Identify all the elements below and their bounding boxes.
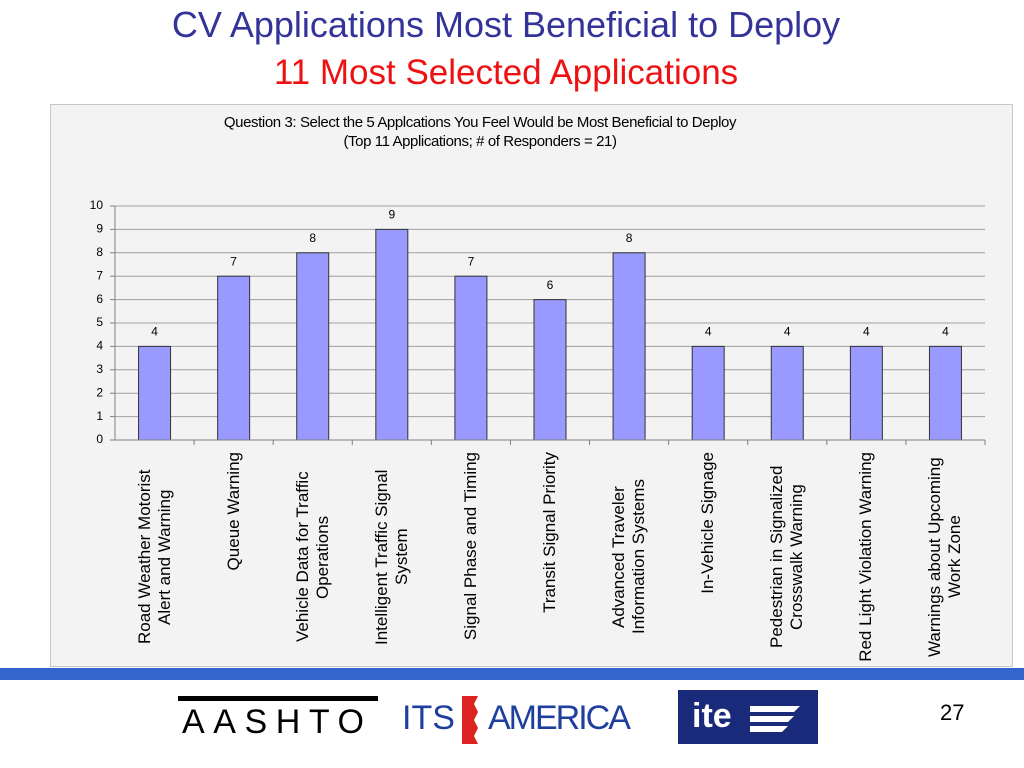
x-tick-label: Signal Phase and Timing — [460, 452, 480, 641]
aashto-logo: AASHTO — [182, 703, 370, 741]
data-label: 4 — [784, 325, 791, 339]
ite-logo: ite — [692, 697, 732, 735]
y-tick-label: 2 — [96, 385, 103, 399]
ite-stripes — [750, 706, 800, 732]
logos: AASHTO ITS AMERICA ite — [178, 690, 818, 744]
bar — [533, 299, 567, 441]
y-tick-label: 1 — [96, 409, 103, 423]
bar — [138, 345, 172, 441]
data-label: 7 — [230, 254, 237, 268]
bar — [612, 252, 646, 441]
y-tick-label: 10 — [90, 198, 104, 212]
y-tick-label: 3 — [96, 362, 103, 376]
ite-box — [678, 690, 818, 744]
america-logo: AMERICA — [488, 699, 631, 737]
data-label: 4 — [863, 325, 870, 339]
bar — [928, 345, 962, 441]
y-tick-label: 9 — [96, 222, 103, 236]
bar — [849, 345, 883, 441]
x-tick-label: Intelligent Traffic Signal System — [371, 469, 411, 645]
chart-title: Question 3: Select the 5 Applcations You… — [223, 114, 737, 131]
data-label: 8 — [626, 231, 633, 245]
aashto-bar — [178, 696, 378, 701]
x-tick-label: Pedestrian in Signalized Crosswalk Warni… — [767, 465, 807, 649]
slide-subtitle: 11 Most Selected Applications — [273, 53, 739, 92]
y-tick-label: 7 — [96, 268, 103, 282]
data-label: 4 — [151, 325, 158, 339]
x-tick-label: Red Light Violation Warning — [856, 452, 876, 662]
bar — [217, 275, 251, 441]
data-label: 9 — [388, 208, 395, 222]
y-tick-label: 8 — [96, 245, 103, 259]
y-tick-label: 5 — [96, 315, 103, 329]
data-label: 4 — [705, 325, 712, 339]
data-label: 6 — [547, 278, 554, 292]
its-logo: ITS — [402, 699, 455, 737]
flag-icon — [462, 696, 478, 744]
chart: 0 1 2 3 4 5 6 7 8 9 10 4 7 8 9 7 6 8 4 4 4 4 — [90, 198, 986, 446]
footer-band — [0, 668, 1024, 680]
bar — [454, 275, 488, 441]
x-tick-label: Queue Warning — [223, 452, 243, 571]
bar — [691, 345, 725, 441]
x-tick-label: Warnings about Upcoming Work Zone — [925, 457, 965, 657]
data-label: 7 — [468, 254, 475, 268]
x-tick-label: Vehicle Data for Traffic Operations — [292, 471, 332, 643]
bar — [770, 345, 804, 441]
y-tick-label: 6 — [96, 292, 103, 306]
bar — [375, 228, 409, 441]
y-tick-label: 4 — [96, 339, 103, 353]
bar — [296, 252, 330, 441]
x-tick-label: Transit Signal Priority — [540, 452, 559, 613]
y-tick-label: 0 — [96, 432, 103, 446]
x-tick-label: In-Vehicle Signage — [698, 452, 718, 594]
x-tick-label: Road Weather Motorist Alert and Warning — [134, 469, 174, 645]
page-number: 27 — [940, 700, 965, 725]
chart-subtitle: (Top 11 Applications; # of Responders = … — [343, 133, 617, 150]
data-label: 4 — [942, 325, 949, 339]
slide-title: CV Applications Most Beneficial to Deplo… — [171, 4, 841, 45]
x-tick-label: Advanced Traveler Information Systems — [609, 479, 649, 635]
data-label: 8 — [309, 231, 316, 245]
